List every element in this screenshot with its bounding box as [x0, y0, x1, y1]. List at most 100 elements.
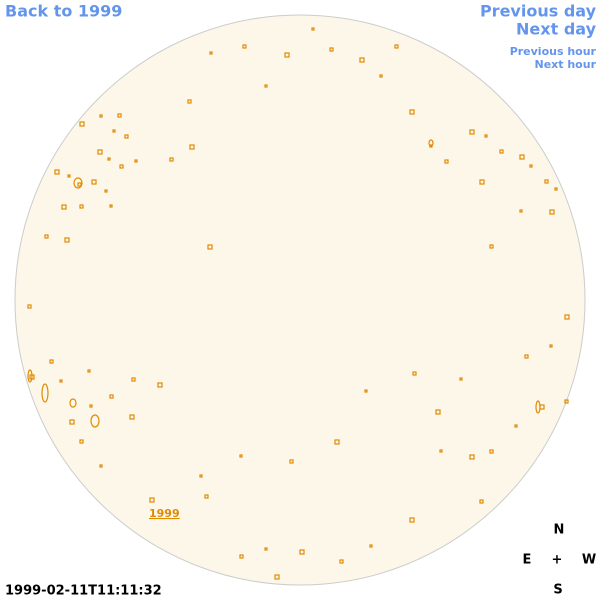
- compass-north: N: [554, 523, 565, 538]
- contour: [479, 179, 485, 185]
- next-hour-link[interactable]: Next hour: [535, 58, 597, 71]
- contour: [49, 359, 54, 364]
- timestamp: 1999-02-11T11:11:32: [5, 584, 162, 599]
- contour: [79, 121, 85, 127]
- contour: [59, 379, 63, 383]
- contour: [359, 57, 365, 63]
- compass-south: S: [553, 583, 562, 598]
- contour: [519, 154, 525, 160]
- contour: [199, 474, 203, 478]
- compass-east: E: [523, 553, 532, 568]
- next-day-link[interactable]: Next day: [516, 20, 597, 39]
- contour: [54, 169, 60, 175]
- contour: [549, 209, 555, 215]
- contour: [299, 549, 305, 555]
- previous-day-link[interactable]: Previous day: [480, 2, 597, 21]
- back-link[interactable]: Back to 1999: [5, 2, 122, 21]
- contour: [157, 382, 163, 388]
- contour: [99, 114, 103, 118]
- contour: [409, 109, 415, 115]
- contour: [69, 398, 77, 408]
- contour: [134, 159, 138, 163]
- contour: [379, 74, 383, 78]
- contour: [284, 52, 290, 58]
- contour: [104, 189, 108, 193]
- contour: [97, 149, 103, 155]
- contour: [207, 244, 213, 250]
- contour: [131, 377, 136, 382]
- solar-disk: [14, 14, 586, 586]
- contour: [239, 554, 244, 559]
- contour: [209, 51, 213, 55]
- contour: [112, 129, 116, 133]
- contour: [189, 144, 195, 150]
- contour: [264, 84, 268, 88]
- contour: [79, 204, 84, 209]
- contour: [519, 209, 523, 213]
- contour: [90, 414, 100, 428]
- contour: [242, 44, 247, 49]
- contour: [469, 129, 475, 135]
- contour: [369, 544, 373, 548]
- contour: [41, 383, 49, 403]
- contour: [264, 547, 268, 551]
- contour: [87, 369, 91, 373]
- contour: [469, 454, 475, 460]
- contour: [117, 113, 122, 118]
- contour: [489, 244, 494, 249]
- contour: [439, 449, 443, 453]
- contour: [529, 164, 533, 168]
- contour: [311, 27, 315, 31]
- contour: [484, 134, 488, 138]
- contour: [73, 177, 83, 189]
- contour: [169, 157, 174, 162]
- contour: [129, 414, 135, 420]
- compass-center: +: [552, 553, 563, 568]
- contour: [535, 400, 541, 414]
- contour: [274, 574, 280, 580]
- previous-hour-link[interactable]: Previous hour: [510, 45, 597, 58]
- contour: [79, 439, 84, 444]
- contour: [409, 517, 415, 523]
- contour: [107, 157, 111, 161]
- contour: [444, 159, 449, 164]
- contour: [514, 424, 518, 428]
- contour: [564, 314, 570, 320]
- contour: [27, 304, 32, 309]
- contour: [67, 174, 71, 178]
- contour: [564, 399, 569, 404]
- contour: [99, 464, 103, 468]
- contour: [339, 559, 344, 564]
- contour: [428, 139, 434, 147]
- year-link[interactable]: 1999: [149, 507, 180, 520]
- contour: [61, 204, 67, 210]
- contour: [239, 454, 243, 458]
- compass-west: W: [582, 553, 596, 568]
- contour: [544, 179, 549, 184]
- contour: [499, 149, 504, 154]
- contour: [554, 187, 558, 191]
- contour: [459, 377, 463, 381]
- magnetogram-contours: [27, 27, 570, 580]
- contour: [329, 47, 334, 52]
- contour: [489, 449, 494, 454]
- contour: [27, 369, 33, 383]
- contour: [435, 409, 441, 415]
- contour: [204, 494, 209, 499]
- contour: [69, 419, 75, 425]
- contour: [89, 404, 93, 408]
- contour: [119, 164, 124, 169]
- contour: [549, 344, 553, 348]
- contour: [124, 134, 129, 139]
- contour: [149, 497, 155, 503]
- contour: [64, 237, 70, 243]
- contour: [524, 354, 529, 359]
- contour: [394, 44, 399, 49]
- contour: [109, 204, 113, 208]
- contour: [109, 394, 114, 399]
- contour: [91, 179, 97, 185]
- contour: [364, 389, 368, 393]
- contour: [44, 234, 49, 239]
- contour: [334, 439, 340, 445]
